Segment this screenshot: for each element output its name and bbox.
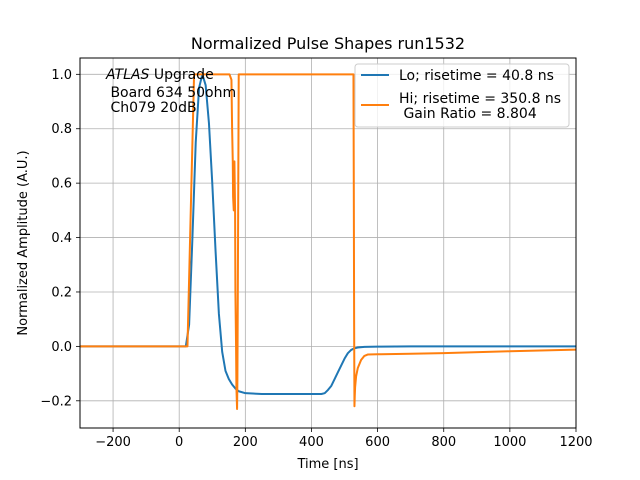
legend-label-gain-ratio: Gain Ratio = 8.804 [399,106,537,122]
series-line-lo [80,73,576,395]
y-tick-label: 0.8 [51,122,72,137]
x-tick-label: 200 [233,435,258,450]
series-layer [80,73,576,410]
x-tick-label: 600 [365,435,390,450]
y-tick-label: 0.0 [51,340,72,355]
x-tick-label: 400 [299,435,324,450]
plot-frame [79,57,577,429]
legend-label-hi: Hi; risetime = 350.8 ns [399,91,561,107]
legend: Lo; risetime = 40.8 ns Hi; risetime = 35… [354,63,570,128]
legend-box [354,63,570,128]
x-tick-label: 1200 [559,435,592,450]
x-axis-title: Time [ns] [296,457,358,472]
annotation-line-2: Board 634 50ohm [106,85,236,101]
annotation-line-3: Ch079 20dB [106,100,197,116]
y-tick-label: −0.2 [40,394,72,409]
x-tick-label: 0 [175,435,183,450]
x-tick-label: 1000 [493,435,526,450]
annotation-line-1: ATLAS Upgrade [105,67,214,83]
x-tick-label: 800 [431,435,456,450]
annotation-atlas: ATLAS [105,67,149,83]
legend-label-lo: Lo; risetime = 40.8 ns [399,68,554,84]
annotation-block: ATLAS Upgrade Board 634 50ohm Ch079 20dB [105,67,236,116]
series-line-hi [80,73,576,410]
y-tick-label: 0.2 [51,285,72,300]
chart-title: Normalized Pulse Shapes run1532 [191,34,465,53]
ticks: −200 0 200 400 600 800 1000 1200 −0.2 0.0 0.2 0.4 0.… [40,68,592,450]
y-tick-label: 0.6 [51,177,72,192]
y-tick-label: 0.4 [51,231,72,246]
annotation-upgrade: Upgrade [149,67,213,83]
y-tick-label: 1.0 [51,68,72,83]
y-axis-title: Normalized Amplitude (A.U.) [16,150,31,335]
x-tick-label: −200 [95,435,131,450]
